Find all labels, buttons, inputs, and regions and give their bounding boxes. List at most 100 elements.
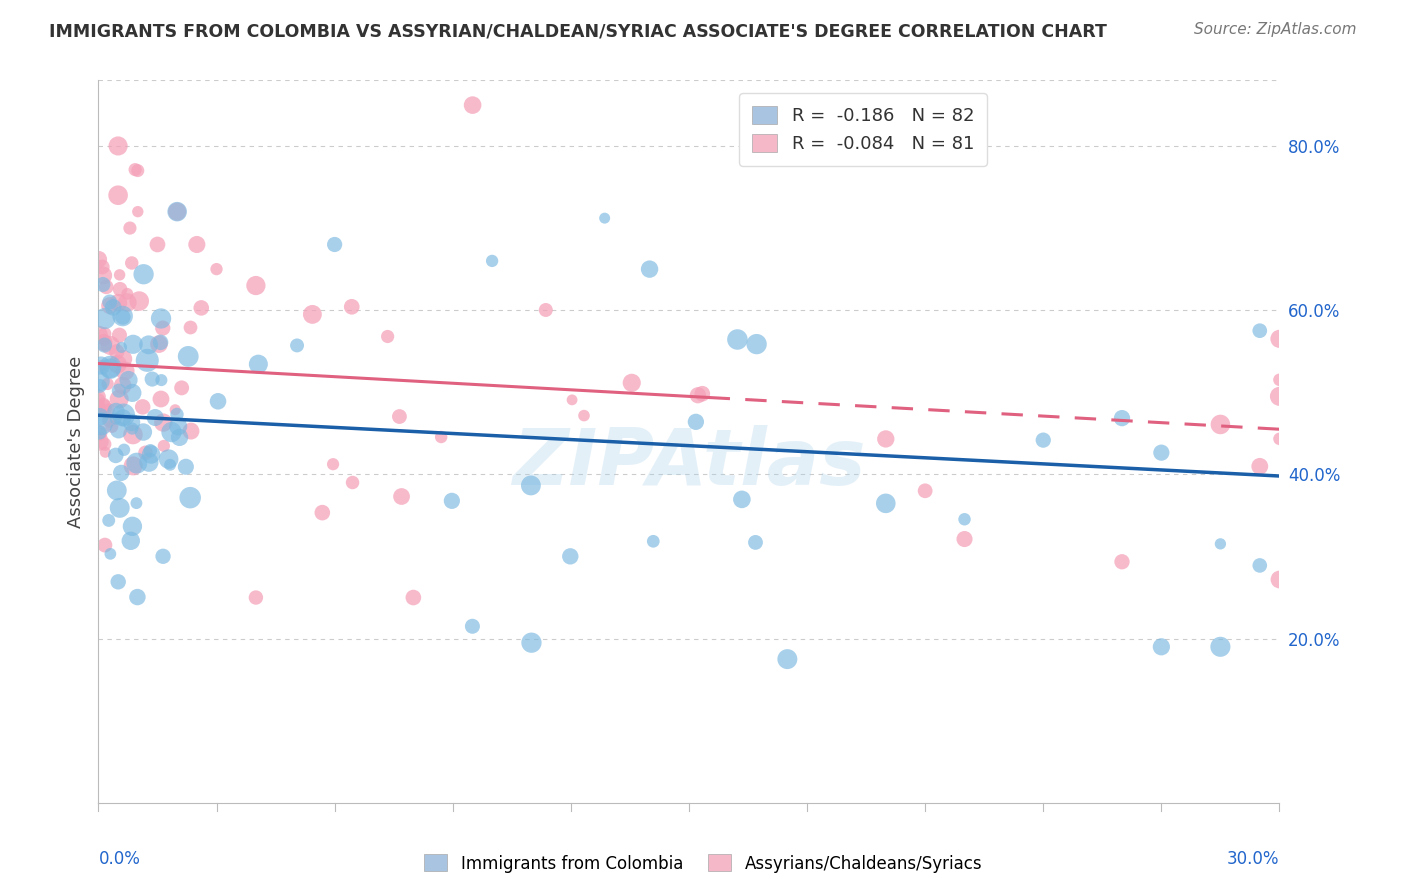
Point — [108, 268, 131, 282]
Point — [136, 353, 159, 368]
Point — [1249, 324, 1271, 338]
Y-axis label: Associate's Degree: Associate's Degree — [66, 355, 84, 528]
Point — [953, 512, 976, 526]
Point — [97, 376, 120, 391]
Point — [560, 549, 582, 564]
Point — [152, 416, 174, 430]
Point — [159, 458, 181, 472]
Point — [117, 286, 139, 301]
Point — [245, 278, 267, 293]
Point — [112, 442, 135, 457]
Point — [1150, 640, 1173, 654]
Point — [146, 237, 169, 252]
Point — [180, 424, 202, 438]
Point — [247, 357, 270, 371]
Point — [388, 409, 411, 424]
Point — [121, 416, 143, 430]
Point — [94, 538, 117, 552]
Point — [107, 423, 129, 437]
Point — [121, 256, 143, 270]
Point — [402, 591, 425, 605]
Point — [141, 372, 163, 386]
Point — [149, 335, 172, 350]
Point — [89, 374, 111, 388]
Point — [1032, 433, 1054, 447]
Point — [166, 204, 188, 219]
Point — [122, 337, 145, 351]
Point — [340, 300, 363, 314]
Point — [120, 533, 142, 548]
Point — [124, 162, 146, 177]
Point — [89, 379, 111, 393]
Point — [104, 449, 127, 463]
Point — [561, 392, 583, 407]
Point — [98, 547, 121, 561]
Text: Source: ZipAtlas.com: Source: ZipAtlas.com — [1194, 22, 1357, 37]
Point — [131, 400, 153, 414]
Point — [103, 301, 125, 315]
Point — [1111, 555, 1133, 569]
Point — [107, 188, 129, 202]
Text: 30.0%: 30.0% — [1227, 850, 1279, 868]
Point — [744, 535, 766, 549]
Point — [107, 295, 129, 310]
Point — [1268, 432, 1291, 446]
Point — [685, 415, 707, 429]
Point — [174, 459, 197, 474]
Point — [157, 452, 180, 467]
Point — [149, 392, 172, 406]
Text: 0.0%: 0.0% — [98, 850, 141, 868]
Point — [122, 427, 145, 442]
Point — [190, 301, 212, 315]
Point — [322, 457, 344, 471]
Point — [107, 357, 129, 371]
Point — [127, 204, 149, 219]
Point — [91, 277, 114, 292]
Point — [121, 385, 143, 400]
Point — [104, 404, 127, 418]
Point — [112, 410, 135, 425]
Point — [875, 496, 897, 510]
Point — [138, 338, 160, 352]
Legend: Immigrants from Colombia, Assyrians/Chaldeans/Syriacs: Immigrants from Colombia, Assyrians/Chal… — [418, 847, 988, 880]
Point — [323, 237, 346, 252]
Point — [110, 340, 132, 354]
Point — [150, 311, 173, 326]
Point — [1268, 373, 1291, 387]
Point — [132, 425, 155, 439]
Point — [105, 483, 128, 498]
Point — [94, 311, 117, 326]
Point — [87, 392, 110, 407]
Point — [1209, 417, 1232, 432]
Point — [205, 262, 228, 277]
Point — [98, 413, 121, 427]
Point — [121, 421, 143, 435]
Point — [118, 221, 141, 235]
Point — [152, 321, 174, 335]
Text: ZIPAtlas: ZIPAtlas — [512, 425, 866, 501]
Point — [167, 419, 190, 434]
Point — [94, 326, 117, 341]
Point — [125, 456, 148, 470]
Point — [461, 619, 484, 633]
Point — [143, 410, 166, 425]
Point — [90, 359, 112, 373]
Point — [117, 373, 139, 387]
Point — [1249, 459, 1271, 474]
Point — [98, 299, 121, 313]
Legend: R =  -0.186   N = 82, R =  -0.084   N = 81: R = -0.186 N = 82, R = -0.084 N = 81 — [740, 93, 987, 166]
Point — [89, 434, 111, 449]
Point — [166, 204, 188, 219]
Point — [108, 500, 131, 515]
Point — [89, 425, 111, 440]
Point — [745, 337, 768, 351]
Point — [108, 328, 131, 343]
Point — [520, 478, 543, 492]
Point — [108, 392, 131, 406]
Point — [128, 294, 150, 309]
Point — [686, 388, 709, 402]
Point — [593, 211, 616, 226]
Point — [112, 351, 135, 366]
Point — [114, 364, 136, 378]
Point — [108, 282, 131, 296]
